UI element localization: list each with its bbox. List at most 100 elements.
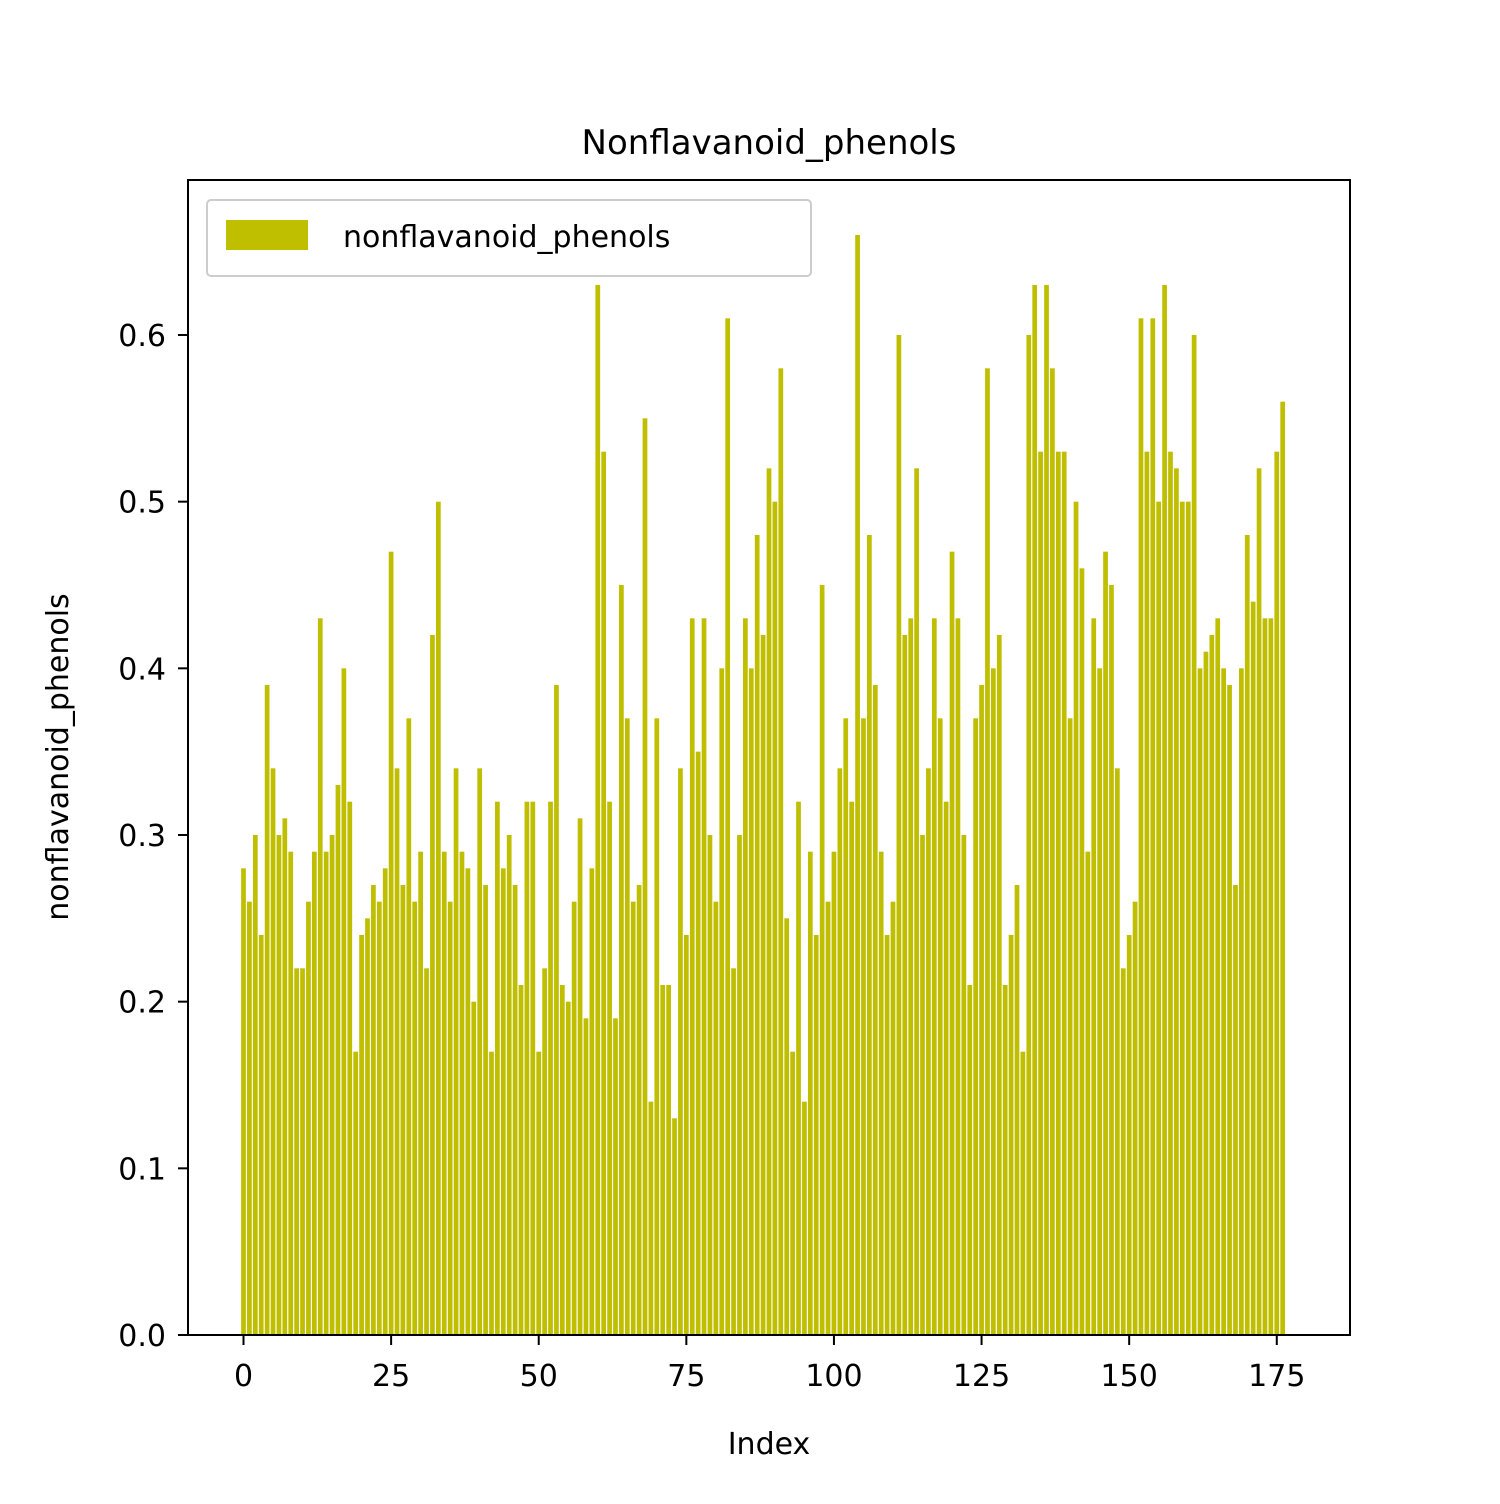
bar-152 [1138,318,1144,1336]
y-axis: 0.0 0.1 0.2 0.3 0.4 0.5 0.6 [118,319,188,1354]
bar-128 [996,635,1002,1335]
y-tick-label: 0.3 [118,819,166,854]
bar-171 [1250,601,1256,1335]
legend-label: nonflavanoid_phenols [343,220,670,255]
bar-21 [365,918,370,1335]
bar-13 [317,618,323,1335]
bar-62 [607,801,612,1335]
y-tick-label: 0.4 [118,652,166,687]
bar-151 [1132,901,1138,1335]
bar-169 [1239,668,1244,1335]
bar-129 [1002,985,1008,1335]
bar-108 [878,851,884,1335]
bar-91 [778,368,784,1336]
bar-162 [1197,668,1203,1335]
bar-90 [772,501,778,1335]
bar-88 [760,635,766,1335]
bar-106 [867,535,872,1335]
bar-66 [630,901,636,1335]
bar-110 [890,901,896,1335]
bar-58 [583,1018,589,1335]
bar-35 [447,901,453,1335]
bar-54 [559,985,565,1335]
x-tick-label: 175 [1248,1359,1305,1394]
bar-99 [825,901,831,1335]
bar-9 [294,968,299,1335]
bar-31 [424,968,429,1335]
bar-61 [601,451,607,1335]
bar-6 [276,835,282,1335]
bar-42 [489,1051,494,1335]
bar-63 [613,1018,618,1335]
bar-59 [589,868,595,1335]
bar-53 [554,685,559,1335]
bar-159 [1179,501,1185,1335]
legend: nonflavanoid_phenols [206,199,812,277]
bar-82 [725,318,731,1336]
bar-172 [1256,468,1262,1336]
bar-46 [512,885,518,1335]
bar-176 [1280,401,1286,1335]
bar-170 [1244,535,1250,1335]
bar-19 [353,1051,359,1335]
y-tick-label: 0.6 [118,319,166,354]
bar-2 [252,835,258,1335]
bar-23 [376,901,382,1335]
y-tick-label: 0.2 [118,986,166,1021]
bar-140 [1067,718,1073,1335]
bar-95 [802,1101,807,1335]
bar-29 [412,901,418,1335]
bar-71 [660,985,666,1335]
bar-28 [406,718,412,1335]
bar-165 [1215,618,1221,1335]
bar-76 [689,618,695,1335]
bar-126 [985,368,990,1336]
bar-60 [595,285,601,1335]
bar-161 [1191,335,1197,1335]
bar-56 [571,901,577,1335]
bar-97 [813,935,819,1335]
bar-3 [258,935,264,1335]
bar-24 [382,868,388,1335]
bar-117 [931,618,937,1335]
bar-57 [577,818,583,1335]
y-tick-label: 0.0 [118,1319,166,1354]
bar-120 [949,551,955,1335]
bar-93 [790,1051,795,1335]
bar-100 [831,851,837,1335]
bar-49 [530,801,536,1335]
bar-115 [920,835,925,1335]
x-tick-label: 150 [1101,1359,1158,1394]
bar-157 [1168,451,1173,1335]
bar-50 [536,1051,542,1335]
bar-34 [441,851,447,1335]
bar-85 [743,618,748,1335]
x-tick-label: 25 [372,1359,410,1394]
bar-138 [1055,451,1061,1335]
bar-12 [311,851,317,1335]
bar-92 [784,918,790,1335]
bar-111 [896,335,902,1335]
bar-132 [1020,1051,1026,1335]
bar-173 [1262,618,1268,1335]
bar-109 [884,935,890,1335]
bar-124 [973,718,979,1335]
bar-30 [418,851,423,1335]
bar-142 [1079,568,1085,1335]
chart-title: Nonflavanoid_phenols [582,123,957,163]
bar-83 [731,968,736,1335]
bar-153 [1144,451,1150,1335]
bar-127 [991,668,996,1335]
bar-163 [1203,651,1209,1335]
bar-101 [837,768,843,1335]
y-axis-label: nonflavanoid_phenols [41,593,76,920]
bar-116 [926,768,931,1335]
bar-80 [713,901,719,1335]
legend-swatch [226,220,308,250]
bar-40 [477,768,483,1335]
bar-68 [642,418,648,1336]
bar-38 [465,868,471,1335]
bar-32 [430,635,435,1335]
